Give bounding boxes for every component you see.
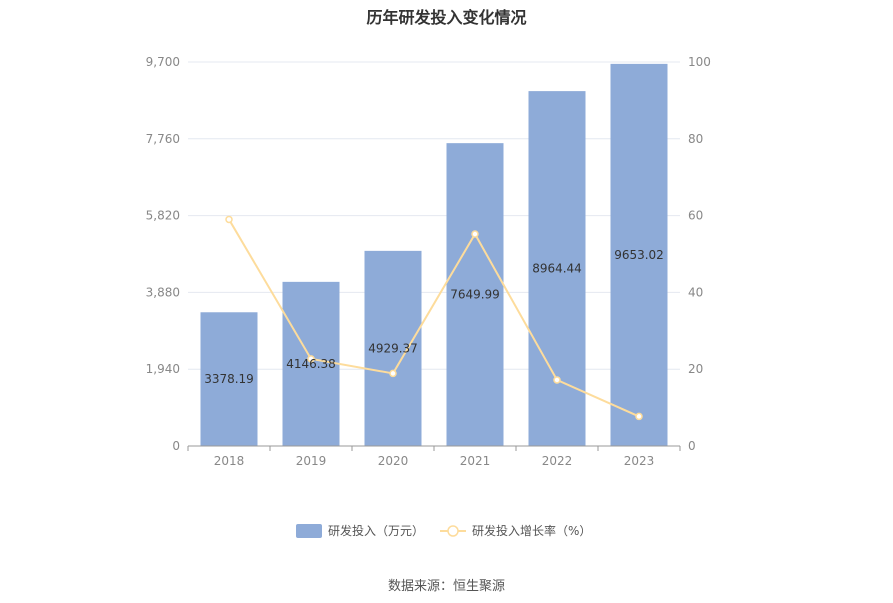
x-tick-label: 2020	[378, 454, 409, 468]
bar	[446, 143, 504, 446]
bar	[200, 312, 258, 446]
y-right-tick-label: 60	[688, 209, 703, 223]
bar	[282, 281, 340, 446]
bar-value-label: 4929.37	[368, 341, 418, 355]
growth-line	[228, 218, 640, 418]
x-tick-label: 2018	[214, 454, 245, 468]
x-tick-label: 2023	[624, 454, 655, 468]
data-labels: 3378.19 4146.38 4929.37 7649.99 8964.44 9653.…	[204, 248, 664, 386]
y-left-tick-label: 7,760	[146, 132, 180, 146]
bar-value-label: 7649.99	[450, 288, 500, 302]
y-left-tick-label: 5,820	[146, 209, 180, 223]
chart-title: 历年研发投入变化情况	[366, 8, 527, 27]
bar-value-label: 3378.19	[204, 372, 254, 386]
y-right-tick-label: 0	[688, 439, 696, 453]
x-tick-label: 2019	[296, 454, 327, 468]
axes: 0 0 1,940 20 3,880 40 5,820 60 7,760 80 9,700 100 20…	[146, 55, 711, 468]
line-point	[471, 230, 479, 238]
y-right-tick-label: 80	[688, 132, 703, 146]
gridlines	[188, 61, 680, 370]
bar-series	[200, 63, 668, 446]
legend-line-marker	[447, 525, 459, 537]
legend-bar-swatch	[296, 524, 322, 538]
line-point	[553, 376, 561, 384]
line-series	[225, 215, 643, 421]
y-right-tick-label: 40	[688, 285, 703, 299]
legend: 研发投入（万元） 研发投入增长率（%）	[296, 523, 591, 538]
y-left-tick-label: 3,880	[146, 285, 180, 299]
bar-value-label: 8964.44	[532, 262, 582, 276]
source-note: 数据来源：恒生聚源	[387, 579, 505, 594]
y-left-tick-label: 1,940	[146, 362, 180, 376]
bar	[610, 63, 668, 446]
line-point	[225, 215, 233, 224]
line-point	[635, 412, 643, 421]
y-left-tick-label: 0	[172, 439, 180, 453]
y-right-tick-label: 100	[688, 55, 711, 69]
y-left-tick-label: 9,700	[146, 55, 180, 69]
y-right-tick-label: 20	[688, 362, 703, 376]
x-tick-label: 2022	[542, 454, 573, 468]
bar	[364, 250, 422, 446]
bar-value-label: 9653.02	[614, 248, 664, 262]
x-tick-label: 2021	[460, 454, 491, 468]
legend-bar-label: 研发投入（万元）	[328, 523, 424, 538]
line-point	[389, 369, 397, 378]
legend-line-label: 研发投入增长率（%）	[472, 523, 591, 538]
bar-value-label: 4146.38	[286, 357, 336, 371]
bar	[528, 91, 586, 446]
line-point	[307, 355, 315, 363]
